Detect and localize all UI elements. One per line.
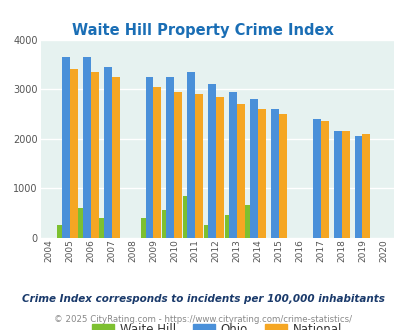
Bar xyxy=(320,121,328,238)
Bar xyxy=(162,211,166,238)
Bar xyxy=(78,208,83,238)
Bar xyxy=(174,92,182,238)
Bar xyxy=(195,94,203,238)
Bar xyxy=(312,119,320,238)
Bar xyxy=(278,114,286,238)
Text: Waite Hill Property Crime Index: Waite Hill Property Crime Index xyxy=(72,23,333,38)
Bar xyxy=(257,109,265,238)
Bar xyxy=(141,218,145,238)
Bar xyxy=(249,99,257,238)
Bar xyxy=(111,77,119,238)
Bar xyxy=(245,205,249,238)
Bar xyxy=(224,215,228,238)
Bar xyxy=(70,69,78,238)
Bar xyxy=(270,109,278,238)
Legend: Waite Hill, Ohio, National: Waite Hill, Ohio, National xyxy=(87,319,346,330)
Bar xyxy=(203,225,208,238)
Bar xyxy=(237,104,244,238)
Bar xyxy=(208,84,215,238)
Bar xyxy=(341,131,349,238)
Bar xyxy=(99,218,103,238)
Bar xyxy=(103,67,111,238)
Bar xyxy=(333,131,341,238)
Bar xyxy=(57,225,62,238)
Bar xyxy=(228,92,237,238)
Bar xyxy=(354,136,362,238)
Bar xyxy=(145,77,153,238)
Bar xyxy=(187,72,195,238)
Bar xyxy=(62,57,70,238)
Bar xyxy=(362,134,369,238)
Text: Crime Index corresponds to incidents per 100,000 inhabitants: Crime Index corresponds to incidents per… xyxy=(21,294,384,304)
Bar xyxy=(182,195,187,238)
Text: © 2025 CityRating.com - https://www.cityrating.com/crime-statistics/: © 2025 CityRating.com - https://www.city… xyxy=(54,315,351,324)
Bar xyxy=(215,96,224,238)
Bar xyxy=(83,57,91,238)
Bar xyxy=(153,86,161,238)
Bar xyxy=(166,77,174,238)
Bar xyxy=(91,72,98,238)
